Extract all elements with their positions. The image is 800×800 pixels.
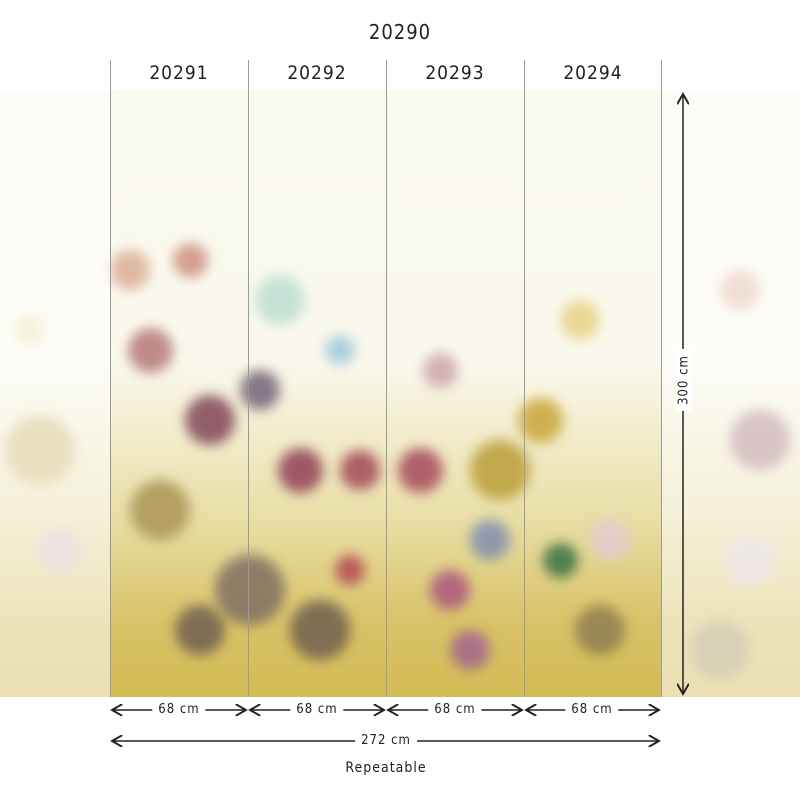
flower-shape bbox=[110, 250, 150, 290]
flower-shape bbox=[240, 370, 280, 410]
collection-code: 20290 bbox=[368, 20, 432, 44]
flower-shape bbox=[450, 630, 490, 670]
panel-label: 20292 bbox=[287, 62, 347, 84]
flower-shape bbox=[130, 480, 190, 540]
panel-divider bbox=[661, 60, 662, 697]
flower-shape bbox=[335, 555, 365, 585]
panel-divider bbox=[386, 60, 387, 697]
flower-shape bbox=[175, 605, 225, 655]
flower-shape bbox=[127, 327, 173, 373]
panel-divider bbox=[524, 60, 525, 697]
flower-shape bbox=[560, 300, 600, 340]
flower-shape bbox=[575, 605, 625, 655]
left-repeat-fade bbox=[0, 90, 110, 697]
flower-shape bbox=[340, 450, 380, 490]
flower-shape bbox=[325, 335, 355, 365]
panel-divider bbox=[110, 60, 111, 697]
panel-label: 20294 bbox=[563, 62, 623, 84]
panel-width-label: 68 cm bbox=[290, 702, 344, 717]
flower-shape bbox=[517, 397, 563, 443]
panel-label: 20293 bbox=[425, 62, 485, 84]
flower-shape bbox=[422, 352, 458, 388]
panel-width-label: 68 cm bbox=[565, 702, 619, 717]
flower-shape bbox=[470, 440, 530, 500]
flower-shape bbox=[277, 447, 323, 493]
flower-shape bbox=[255, 275, 305, 325]
panel-divider bbox=[248, 60, 249, 697]
panel-label: 20291 bbox=[149, 62, 209, 84]
panel-width-label: 68 cm bbox=[428, 702, 482, 717]
panel-width-label: 68 cm bbox=[152, 702, 206, 717]
flower-shape bbox=[172, 242, 208, 278]
flower-shape bbox=[215, 555, 285, 625]
flower-shape bbox=[290, 600, 350, 660]
flower-shape bbox=[430, 570, 470, 610]
repeatable-note: Repeatable bbox=[345, 760, 427, 776]
flower-shape bbox=[185, 395, 235, 445]
flower-shape bbox=[590, 520, 630, 560]
flower-shape bbox=[397, 447, 443, 493]
total-width-label: 272 cm bbox=[355, 733, 417, 748]
flower-shape bbox=[542, 542, 578, 578]
height-label: 300 cm bbox=[676, 349, 692, 411]
flower-shape bbox=[470, 520, 510, 560]
